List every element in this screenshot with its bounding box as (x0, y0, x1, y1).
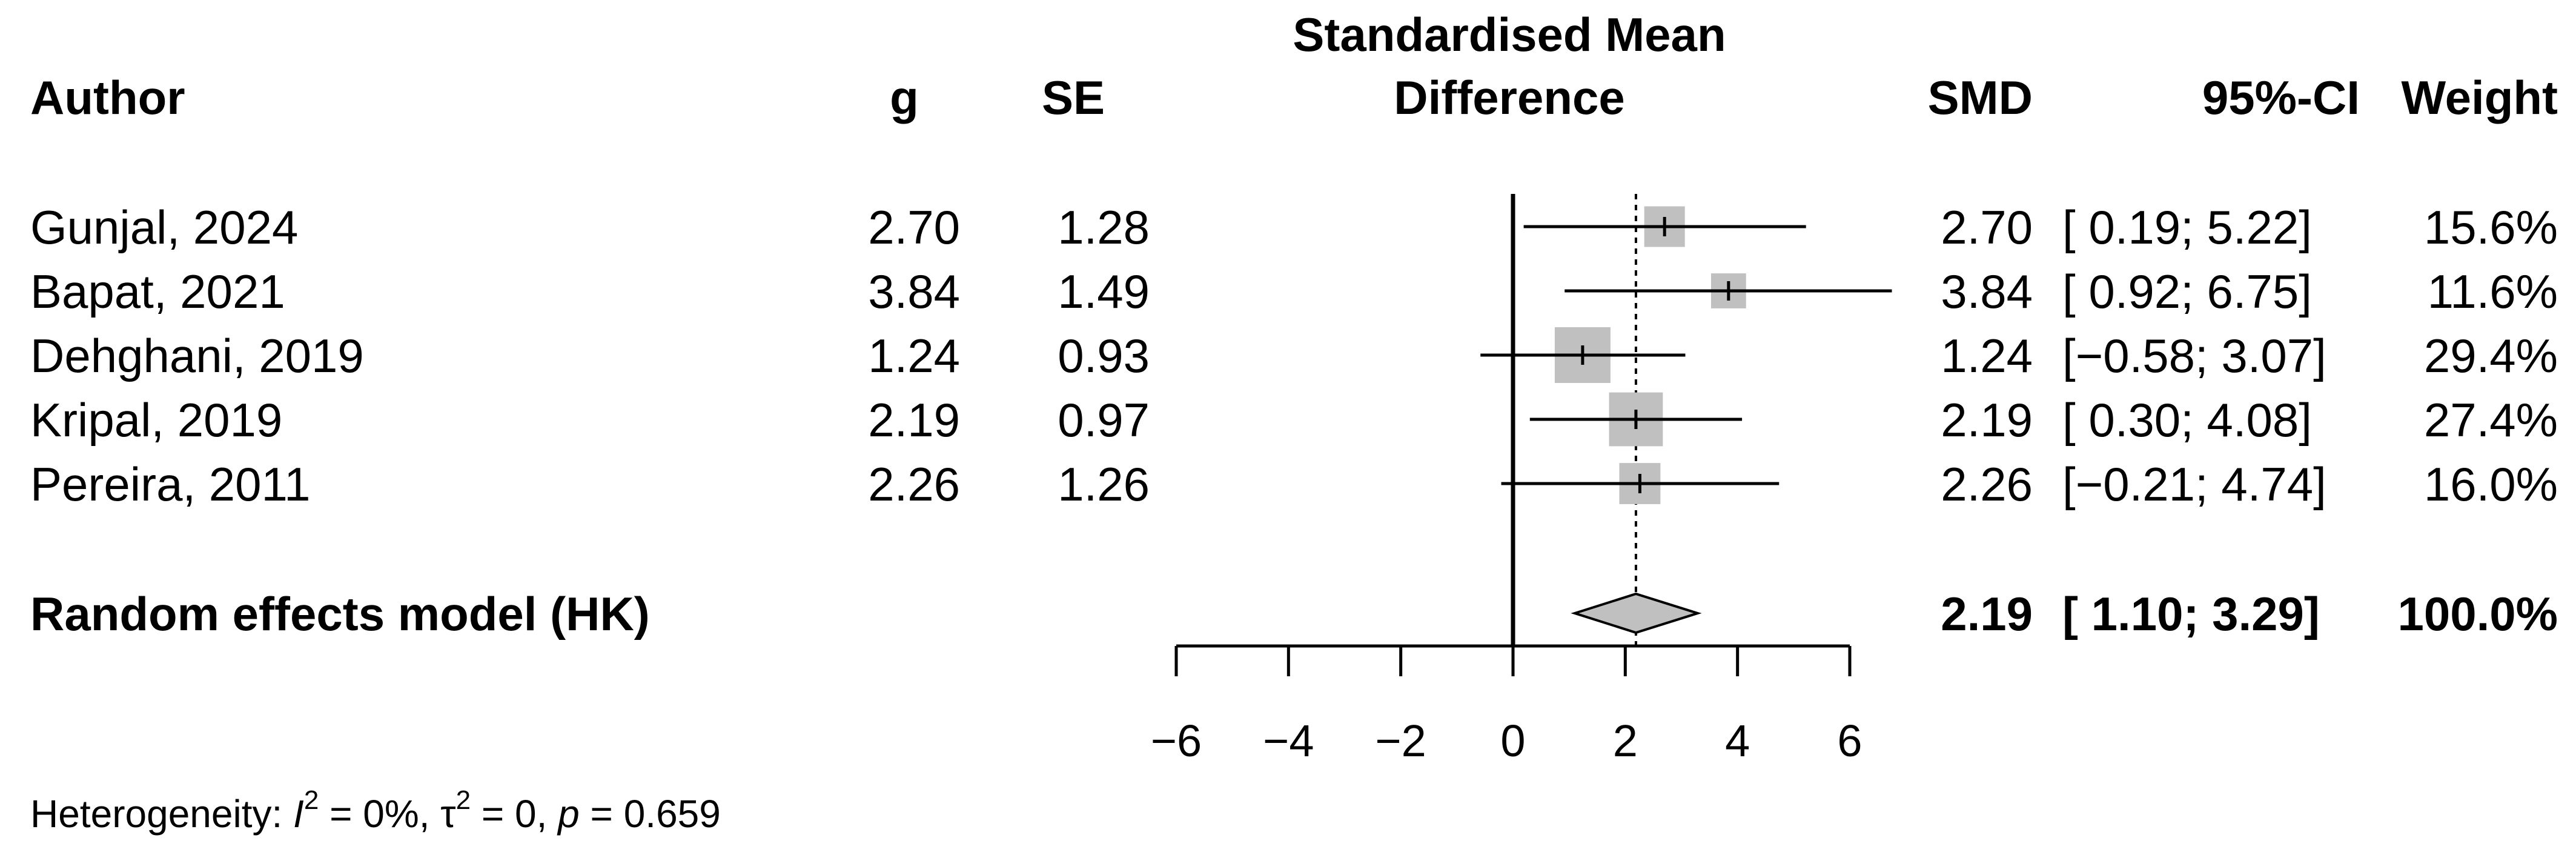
study-weight: 29.4% (2424, 329, 2558, 382)
het-tau-sup: 2 (456, 785, 471, 815)
het-tau-symbol: τ (440, 792, 455, 836)
study-smd: 1.24 (1941, 329, 2033, 382)
study-row: Pereira, 2011 2.26 1.26 2.26 [−0.21; 4.7… (30, 458, 2558, 511)
het-i2-sup: 2 (304, 785, 319, 815)
pooled-label: Random effects model (HK) (30, 587, 650, 641)
study-smd: 2.70 (1941, 201, 2033, 254)
study-g: 1.24 (868, 329, 960, 382)
x-axis-tick-label: −6 (1151, 716, 1202, 766)
study-weight: 16.0% (2424, 458, 2558, 511)
study-weight: 27.4% (2424, 393, 2558, 447)
x-axis-tick-label: 4 (1725, 716, 1750, 766)
study-se: 1.28 (1058, 201, 1150, 254)
plot-title-line1: Standardised Mean (1293, 8, 1726, 61)
pooled-diamond (1571, 592, 1702, 634)
study-se: 1.49 (1058, 265, 1150, 318)
x-axis-tick-label: −4 (1263, 716, 1314, 766)
pooled-weight: 100.0% (2397, 587, 2558, 641)
study-weight: 11.6% (2428, 265, 2558, 318)
study-author: Bapat, 2021 (30, 265, 285, 318)
study-g: 3.84 (868, 265, 960, 318)
study-ci: [−0.21; 4.74] (2062, 458, 2326, 511)
heterogeneity-text: Heterogeneity: I2 = 0%, τ2 = 0, p = 0.65… (30, 785, 721, 836)
x-axis-tick-label: 6 (1837, 716, 1862, 766)
x-axis-tick-label: −2 (1375, 716, 1426, 766)
study-se: 1.26 (1058, 458, 1150, 511)
plot-area: −6 −4 −2 0 2 4 6 (1151, 194, 1892, 766)
study-g: 2.19 (868, 393, 960, 447)
study-se: 0.93 (1058, 329, 1150, 382)
study-ci: [ 0.19; 5.22] (2062, 201, 2312, 254)
plot-title-line2: Difference (1394, 71, 1624, 124)
het-i2-value: = 0%, (319, 792, 440, 836)
study-row: Kripal, 2019 2.19 0.97 2.19 [ 0.30; 4.08… (30, 393, 2558, 447)
study-row: Dehghani, 2019 1.24 0.93 1.24 [−0.58; 3.… (30, 329, 2558, 382)
het-p-symbol: p (557, 792, 580, 836)
het-tau-value: = 0, (471, 792, 558, 836)
study-se: 0.97 (1058, 393, 1150, 447)
study-row: Gunjal, 2024 2.70 1.28 2.70 [ 0.19; 5.22… (30, 201, 2558, 254)
x-axis-tick-label: 0 (1500, 716, 1525, 766)
column-header-ci: 95%-CI (2202, 71, 2360, 124)
study-smd: 2.19 (1941, 393, 2033, 447)
pooled-ci: [ 1.10; 3.29] (2062, 587, 2320, 641)
study-ci: [ 0.30; 4.08] (2062, 393, 2312, 447)
study-weight: 15.6% (2424, 201, 2558, 254)
column-header-weight: Weight (2401, 71, 2558, 124)
study-smd: 2.26 (1941, 458, 2033, 511)
study-g: 2.70 (868, 201, 960, 254)
column-header-g: g (890, 71, 919, 124)
het-prefix: Heterogeneity: (30, 792, 293, 836)
column-header-smd: SMD (1928, 71, 2033, 124)
study-ci: [−0.58; 3.07] (2062, 329, 2326, 382)
pooled-smd: 2.19 (1941, 587, 2033, 641)
study-g: 2.26 (868, 458, 960, 511)
study-smd: 3.84 (1941, 265, 2033, 318)
study-ci: [ 0.92; 6.75] (2062, 265, 2312, 318)
study-author: Kripal, 2019 (30, 393, 282, 447)
pooled-row: Random effects model (HK) 2.19 [ 1.10; 3… (30, 587, 2558, 641)
study-author: Gunjal, 2024 (30, 201, 298, 254)
column-header-author: Author (30, 71, 185, 124)
study-author: Pereira, 2011 (30, 458, 311, 511)
het-p-value: = 0.659 (580, 792, 721, 836)
column-header-se: SE (1042, 71, 1105, 124)
het-i2-symbol: I (293, 792, 304, 836)
study-author: Dehghani, 2019 (30, 329, 364, 382)
study-row: Bapat, 2021 3.84 1.49 3.84 [ 0.92; 6.75]… (30, 265, 2558, 318)
x-axis-tick-label: 2 (1613, 716, 1638, 766)
